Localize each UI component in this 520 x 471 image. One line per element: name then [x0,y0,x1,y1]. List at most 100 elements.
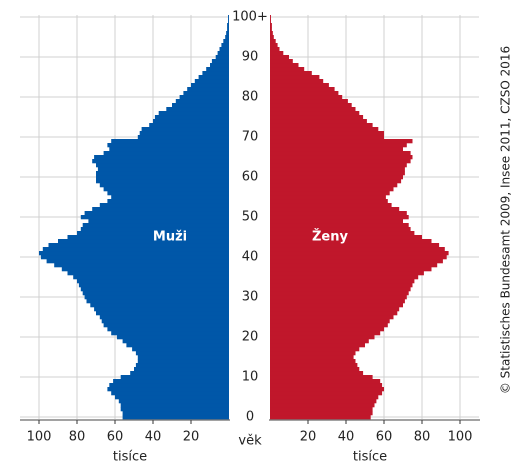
bar [270,231,415,236]
bar [122,411,229,416]
bar [270,207,400,212]
bar [86,299,229,304]
bar [270,263,438,268]
bar [99,203,229,208]
bar [270,371,364,376]
bar [107,327,229,332]
bar [58,239,229,244]
bar [73,275,229,280]
bar [109,383,229,388]
bar [270,79,324,84]
bar [270,95,343,100]
bar [130,371,229,376]
bar [270,407,373,412]
bar [116,335,229,340]
y-tick-label: 50 [242,210,259,225]
bar [215,55,229,60]
bar [107,199,229,204]
bar [120,407,229,412]
bar [270,251,449,256]
bar [221,43,229,48]
bar [270,391,383,396]
bar [270,135,384,140]
bar [270,67,305,72]
bar [270,159,411,164]
bar [96,171,229,176]
bar [77,231,229,236]
y-tick-label: 70 [242,130,259,145]
bar [122,415,229,420]
y-tick-label: 0 [246,410,254,425]
bar [270,143,407,148]
bar [191,83,229,88]
bar [270,111,360,116]
bar [141,127,229,132]
bar [80,287,229,292]
bar [67,235,229,240]
bar [270,35,274,40]
bar [137,355,229,360]
bar [270,147,403,152]
bar [67,271,229,276]
bar [194,79,229,84]
bar [270,87,335,92]
bar [270,71,312,76]
x-tick-label: 100 [27,430,52,445]
x-axis-label: tisíce [353,450,387,465]
bar [111,139,229,144]
bar [270,259,443,264]
bar [270,167,405,172]
bar [270,195,386,200]
bar [270,99,348,104]
bar [270,311,398,316]
bar [270,319,390,324]
bar [270,155,413,160]
y-tick-label: 90 [242,50,259,65]
bar [270,127,379,132]
bar [270,107,356,112]
bar [134,367,229,372]
bar [96,311,229,316]
bar [270,175,403,180]
bar [270,331,381,336]
bar [115,395,229,400]
x-tick-label: 20 [300,430,317,445]
bar [270,183,398,188]
bar [270,19,271,24]
bar [202,71,229,76]
bar [103,151,229,156]
bar [270,43,278,48]
bar [96,179,229,184]
bar [270,171,405,176]
bar [92,159,229,164]
bar [172,103,229,108]
bar [99,315,229,320]
bar [270,211,407,216]
y-tick-label: 100+ [232,10,268,25]
bar [270,83,329,88]
bar [135,363,229,368]
bar [270,379,381,384]
bar [228,15,229,20]
bar [107,143,229,148]
bar [270,247,445,252]
bar [270,27,272,32]
bar [270,103,352,108]
bar [270,239,432,244]
bar [132,347,229,352]
bar [270,151,411,156]
bar [94,155,229,160]
bar [270,395,379,400]
bar [270,115,364,120]
y-tick-label: 40 [242,250,259,265]
bar [99,183,229,188]
bar [270,347,360,352]
y-tick-label: 30 [242,290,259,305]
bar [270,327,384,332]
bar [137,359,229,364]
bar [153,119,229,124]
series-label: Muži [153,230,187,245]
bar [84,295,229,300]
bar [270,291,409,296]
bar [270,223,409,228]
